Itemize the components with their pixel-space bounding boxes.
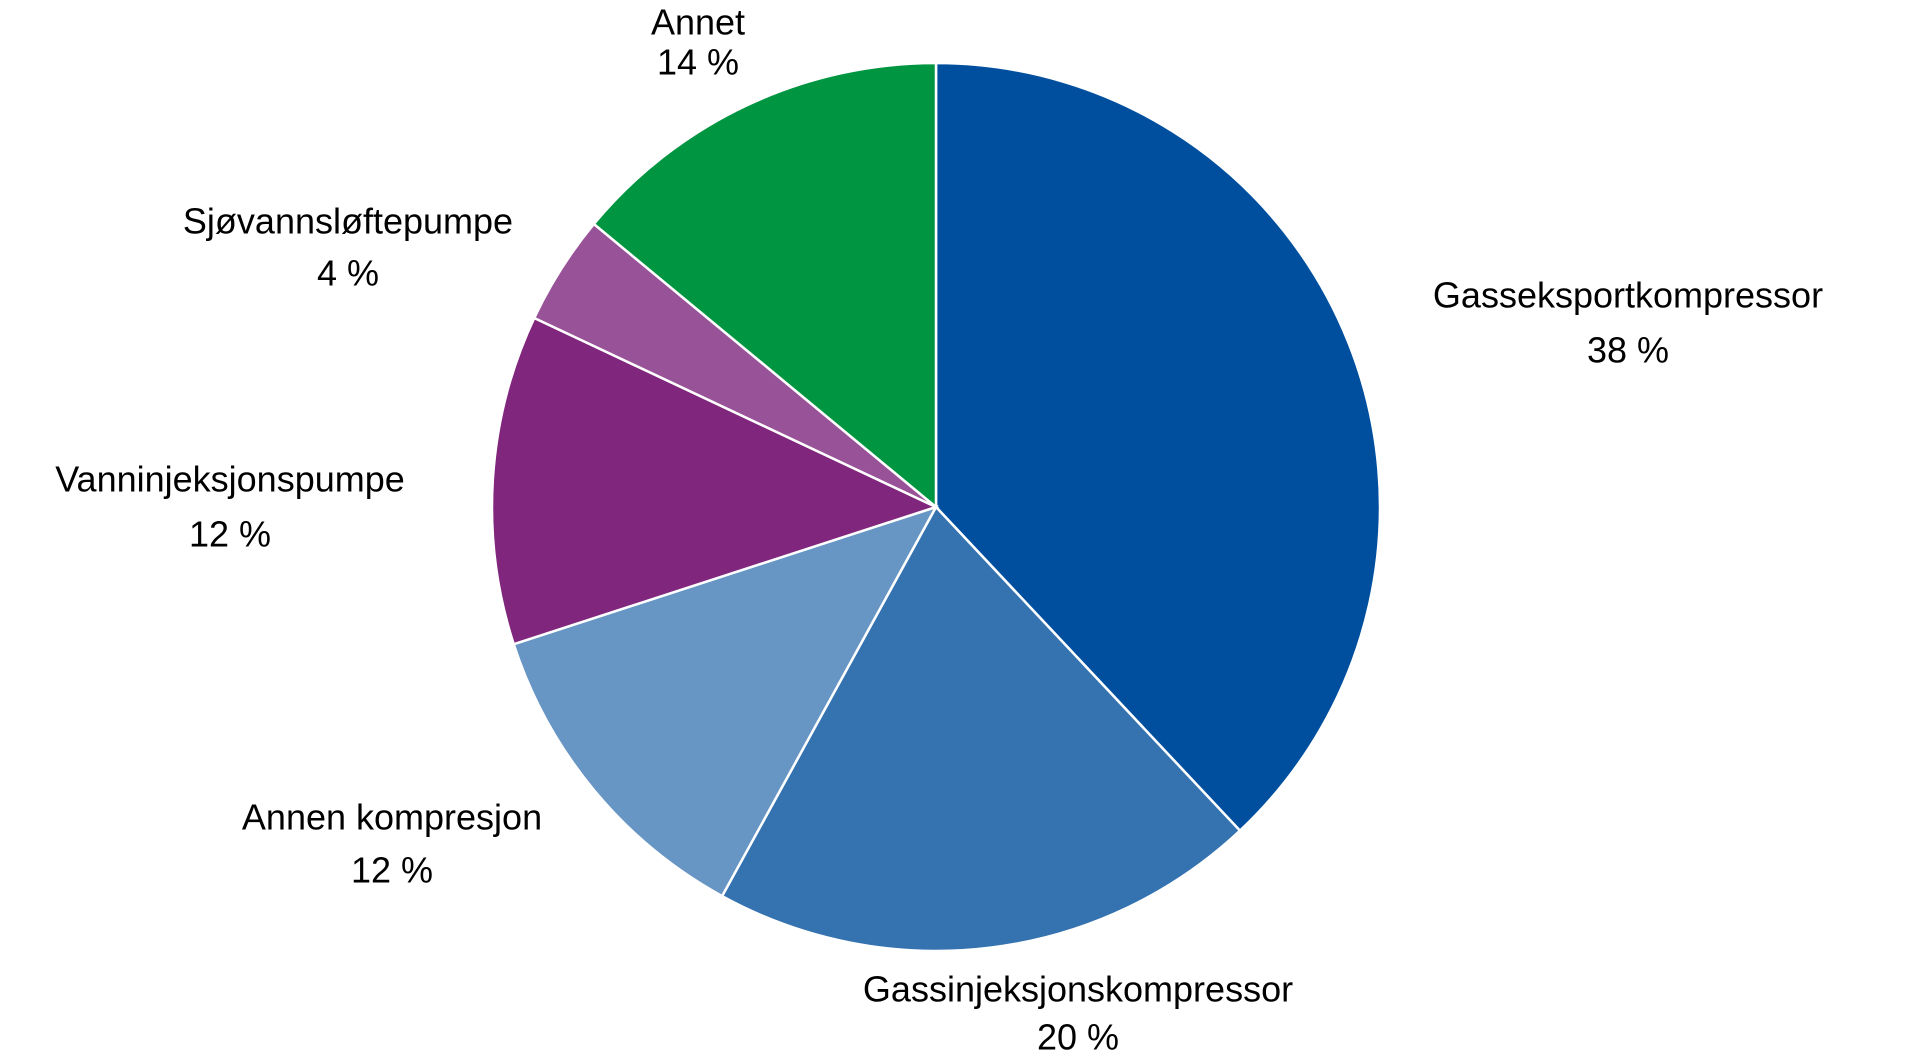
slice-value-label: 38 % <box>1587 330 1669 371</box>
slice-value-label: 20 % <box>1037 1017 1119 1058</box>
slice-value-label: 12 % <box>351 850 433 891</box>
slice-value-label: 14 % <box>657 42 739 83</box>
slice-label: Annen kompresjon <box>242 797 542 838</box>
pie-slice <box>592 61 938 510</box>
pie-slice <box>934 61 1382 833</box>
pie-slice <box>512 504 939 898</box>
slice-label: Vanninjeksjonspumpe <box>55 459 405 500</box>
slice-value-label: 12 % <box>189 514 271 555</box>
slice-value-label: 4 % <box>317 253 379 294</box>
slice-label: Sjøvannsløftepumpe <box>183 201 513 242</box>
slice-label: Gasseksportkompressor <box>1433 275 1823 316</box>
slice-label: Annet <box>651 2 745 43</box>
pie-slice <box>720 504 1242 953</box>
slice-label: Gassinjeksjonskompressor <box>863 969 1293 1010</box>
pie-slice <box>490 316 940 646</box>
